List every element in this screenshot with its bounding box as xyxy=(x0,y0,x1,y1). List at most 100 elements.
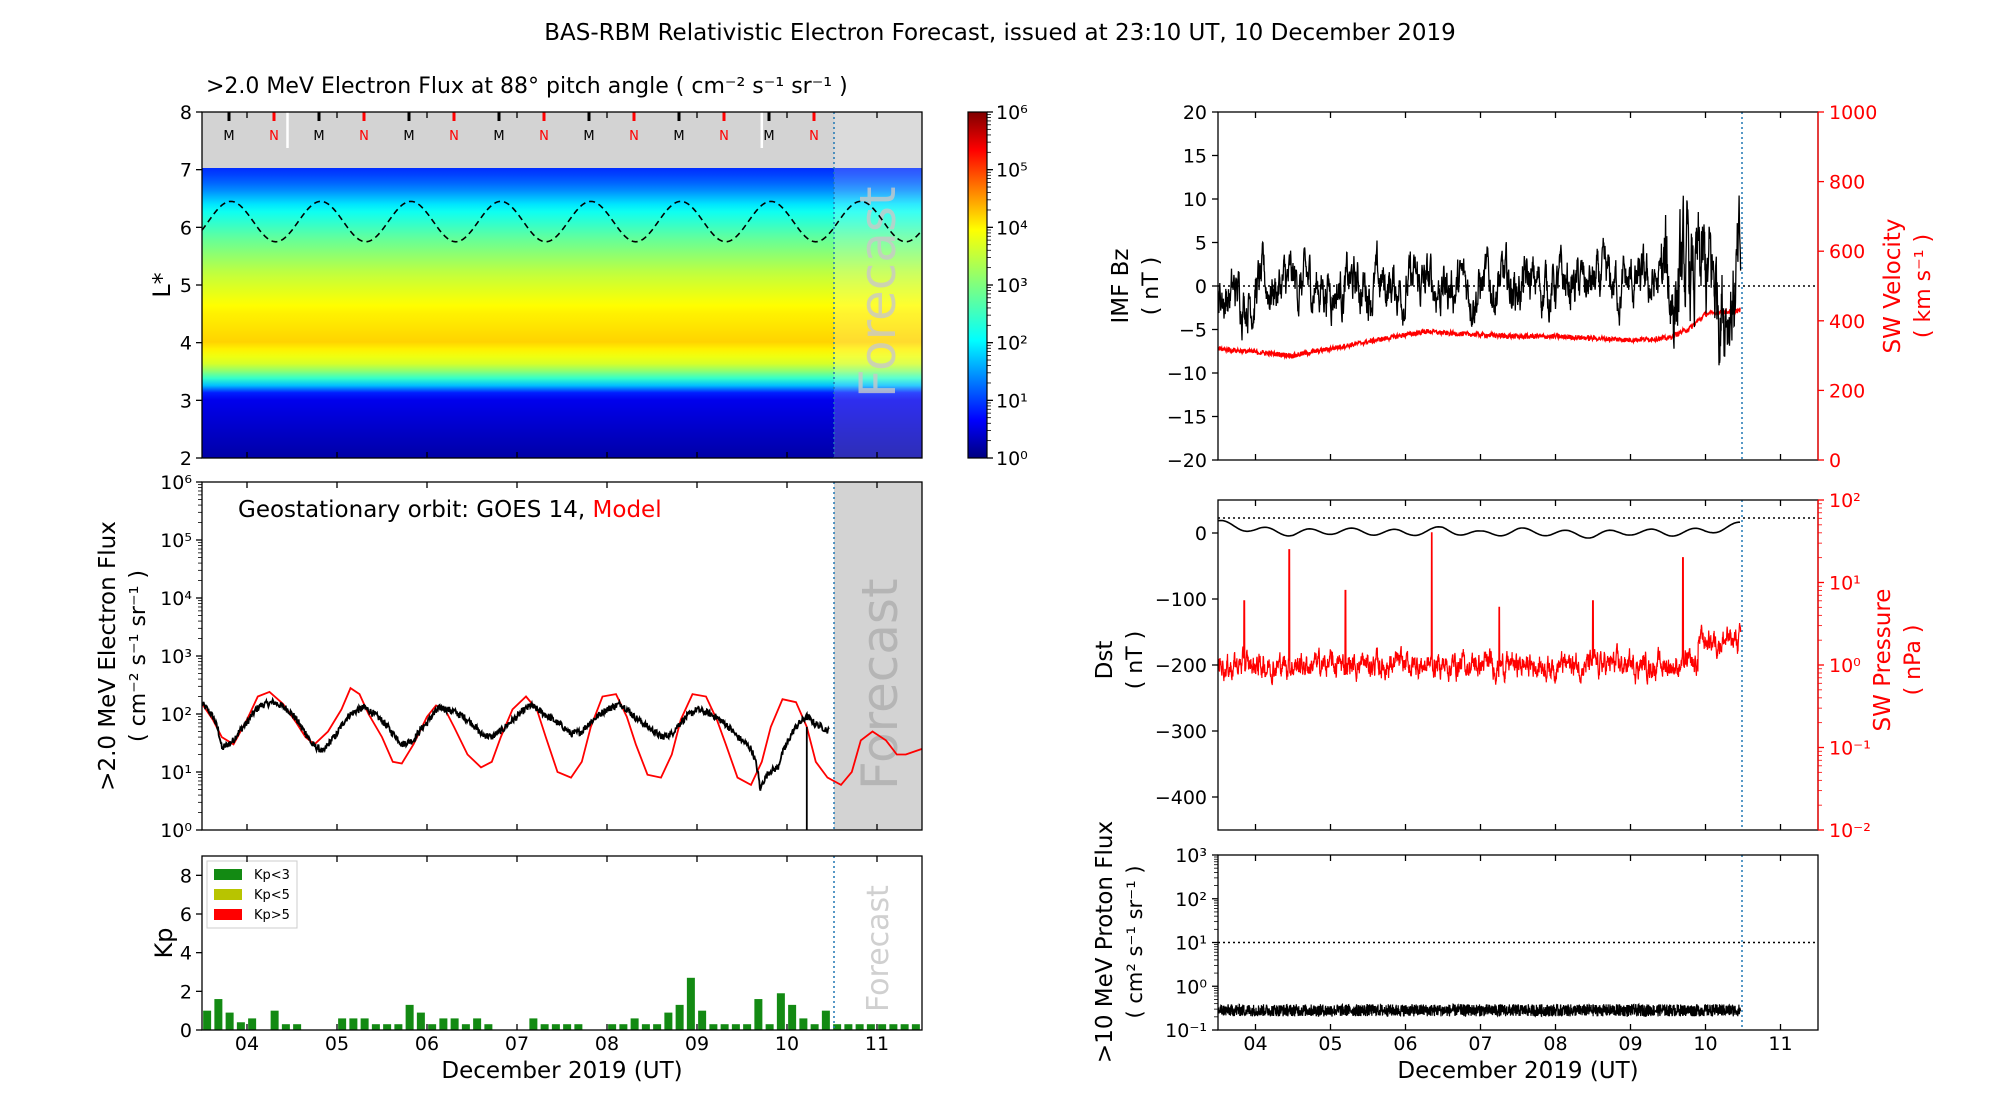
imf-panel: −20 −15 −10 −5 0 5 10 15 20 0 200 400 600 800 1000 IM… xyxy=(1108,102,1936,472)
xtick-label: 04 xyxy=(1243,1033,1267,1055)
sw-pressure-line xyxy=(1218,532,1742,686)
kp-bar xyxy=(743,1024,752,1030)
kp-bar xyxy=(394,1024,403,1030)
ytick-label: 7 xyxy=(180,160,192,182)
model-flux-line xyxy=(202,686,922,787)
orbit-marker-label: M xyxy=(763,129,774,144)
kp-bar xyxy=(371,1024,380,1030)
kp-bar xyxy=(686,977,695,1030)
ytick-label: 20 xyxy=(1183,102,1207,124)
kp-legend-label-0: Kp<3 xyxy=(254,868,290,883)
ytick-label: 10⁰ xyxy=(160,820,192,842)
y2tick-label: 10⁰ xyxy=(1829,655,1861,677)
y2tick-label: 600 xyxy=(1829,241,1865,263)
geo-forecast-label: Forecast xyxy=(851,578,909,790)
dst-ylabel-2: ( nT ) xyxy=(1123,631,1148,690)
ytick-label: −200 xyxy=(1155,655,1207,677)
imf-ylabel-1: IMF Bz xyxy=(1108,248,1134,323)
colorbar: 10⁰ 10¹ 10² 10³ 10⁴ 10⁵ 10⁶ xyxy=(967,102,1028,470)
kp-ylabel: Kp xyxy=(150,928,178,959)
kp-bar xyxy=(574,1024,583,1030)
ytick-label: −15 xyxy=(1167,407,1207,429)
kp-bar xyxy=(878,1024,887,1030)
ytick-label: −400 xyxy=(1155,787,1207,809)
kp-bar xyxy=(551,1024,560,1030)
y2tick-label: 1000 xyxy=(1829,102,1877,124)
imf-y2label-2: ( km s⁻¹ ) xyxy=(1911,234,1936,338)
ytick-label: 10⁻¹ xyxy=(1165,1020,1207,1042)
kp-bar xyxy=(360,1018,369,1030)
geo-ylabel-2: ( cm⁻² s⁻¹ sr⁻¹ ) xyxy=(126,570,151,742)
kp-bar xyxy=(833,1024,842,1030)
right-xlabel: December 2019 (UT) xyxy=(1397,1058,1638,1084)
ytick-label: 5 xyxy=(1195,233,1207,255)
colorbar-tick-label: 10³ xyxy=(996,275,1028,297)
kp-bar xyxy=(653,1024,662,1030)
dst-y2ticks: 10⁻² 10⁻¹ 10⁰ 10¹ 10² xyxy=(1817,490,1871,842)
orbit-marker-label: N xyxy=(809,129,819,144)
xtick-label: 05 xyxy=(325,1033,349,1055)
orbit-marker-label: M xyxy=(313,129,324,144)
flux-map-forecast-label: Forecast xyxy=(849,186,907,398)
kp-panel: Forecast Kp<3 Kp<5 Kp>5 0 2 4 6 8 04 05 06 07 08… xyxy=(150,112,923,1084)
ytick-label: 10⁰ xyxy=(1175,976,1207,998)
ytick-label: 10² xyxy=(1175,889,1207,911)
geo-annotation-model: Model xyxy=(593,497,662,523)
y2tick-label: 10¹ xyxy=(1829,573,1861,595)
kp-bar xyxy=(788,1004,797,1030)
orbit-marker-label: N xyxy=(629,129,639,144)
imf-y2label-1: SW Velocity xyxy=(1880,219,1906,354)
ytick-label: 4 xyxy=(180,333,192,355)
ytick-label: −10 xyxy=(1167,363,1207,385)
kp-bar xyxy=(698,1010,707,1030)
y2tick-label: 800 xyxy=(1829,172,1865,194)
kp-yticks: 0 2 4 6 8 xyxy=(180,865,202,1042)
xtick-label: 10 xyxy=(1693,1033,1717,1055)
flux-map-grey-region xyxy=(202,112,922,170)
geo-frame xyxy=(201,481,923,831)
kp-bar xyxy=(236,1022,245,1030)
kp-legend-swatch-red xyxy=(214,909,242,920)
y2tick-label: 200 xyxy=(1829,380,1865,402)
ytick-label: 10³ xyxy=(160,646,192,668)
kp-bar xyxy=(855,1024,864,1030)
colorbar-tick-label: 10⁰ xyxy=(996,448,1028,470)
proton-flux-line xyxy=(1218,1002,1742,1018)
ytick-label: 10¹ xyxy=(160,762,192,784)
kp-bar xyxy=(720,1024,729,1030)
kp-bar xyxy=(731,1024,740,1030)
kp-bar xyxy=(821,1010,830,1030)
ytick-label: −20 xyxy=(1167,450,1207,472)
kp-bar xyxy=(619,1024,628,1030)
y2tick-label: 10⁻² xyxy=(1829,820,1871,842)
kp-bar xyxy=(540,1024,549,1030)
kp-bar xyxy=(439,1018,448,1030)
flux-map-forecast-shade xyxy=(834,112,922,458)
xtick-label: 08 xyxy=(1543,1033,1567,1055)
orbit-marker-label: N xyxy=(269,129,279,144)
goes-flux-line xyxy=(202,696,830,830)
kp-bar xyxy=(529,1018,538,1030)
kp-bar xyxy=(450,1018,459,1030)
colorbar-tick-label: 10⁵ xyxy=(996,160,1028,182)
kp-legend-label-1: Kp<5 xyxy=(254,888,290,903)
kp-bar xyxy=(563,1024,572,1030)
kp-bar xyxy=(461,1024,470,1030)
kp-bar xyxy=(844,1024,853,1030)
ytick-label: 8 xyxy=(180,102,192,124)
imf-y2ticks: 0 200 400 600 800 1000 xyxy=(1817,102,1877,472)
figure-title: BAS-RBM Relativistic Electron Forecast, … xyxy=(544,20,1455,46)
xtick-label: 10 xyxy=(775,1033,799,1055)
ytick-label: 8 xyxy=(180,865,192,887)
kp-legend: Kp<3 Kp<5 Kp>5 xyxy=(206,860,298,929)
kp-bar xyxy=(293,1024,302,1030)
imf-yticks: −20 −15 −10 −5 0 5 10 15 20 xyxy=(1167,102,1218,472)
kp-bar xyxy=(214,999,223,1030)
orbit-marker-label: N xyxy=(359,129,369,144)
xtick-label: 04 xyxy=(235,1033,259,1055)
ytick-label: 5 xyxy=(180,275,192,297)
imf-bz-line xyxy=(1218,195,1742,366)
colorbar-gradient xyxy=(967,111,988,459)
colorbar-tick-label: 10⁶ xyxy=(996,102,1028,124)
